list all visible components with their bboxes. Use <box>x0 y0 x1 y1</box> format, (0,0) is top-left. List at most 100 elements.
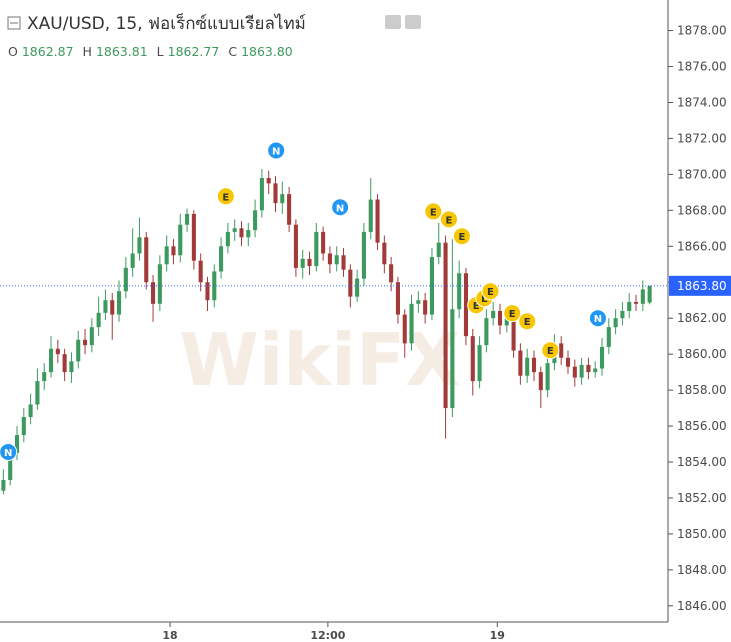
candle-body <box>171 246 176 256</box>
candle-body <box>137 237 142 254</box>
candle-body <box>586 364 591 373</box>
candle-body <box>416 300 421 304</box>
candle-body <box>157 264 162 304</box>
candle-body <box>76 339 81 362</box>
event-label: E <box>487 287 494 298</box>
eye-icon[interactable] <box>385 15 401 29</box>
candle-body <box>123 267 128 292</box>
candle-body <box>409 303 414 344</box>
candle-body <box>253 210 258 231</box>
y-tick-label: 1870.00 <box>677 167 727 181</box>
event-marker[interactable] <box>452 227 471 246</box>
y-tick-label: 1868.00 <box>677 203 727 217</box>
candle-body <box>361 231 366 279</box>
x-tick-label: 12:00 <box>310 629 345 642</box>
candle-body <box>219 246 224 272</box>
candle-body <box>198 260 203 283</box>
candle-body <box>599 346 605 369</box>
event-marker[interactable] <box>541 341 560 360</box>
event-marker[interactable] <box>0 442 18 461</box>
candle-body <box>355 278 360 297</box>
candle-body <box>491 311 496 319</box>
candle-body <box>164 246 169 265</box>
y-tick-label: 1878.00 <box>677 24 727 38</box>
candle-body <box>572 366 577 378</box>
candle-body <box>273 183 278 204</box>
event-label: E <box>524 317 531 328</box>
candle-body <box>239 228 244 238</box>
event-marker[interactable] <box>503 304 522 323</box>
event-label: N <box>594 314 602 325</box>
candle-body <box>110 300 115 315</box>
event-marker[interactable] <box>518 312 537 331</box>
event-label: E <box>446 215 453 226</box>
candle-body <box>382 242 387 265</box>
event-marker[interactable] <box>424 202 443 221</box>
collapse-icon[interactable] <box>7 16 21 30</box>
event-label: N <box>336 203 344 214</box>
candle-body <box>348 269 353 297</box>
candle-body <box>130 253 135 268</box>
candle-body <box>531 357 537 373</box>
candle-body <box>525 357 530 376</box>
candle-body <box>69 361 74 373</box>
ohlc-legend: O 1862.87 H 1863.81 L 1862.77 C 1863.80 <box>8 44 293 59</box>
candle-body <box>287 194 292 225</box>
ohlc-value: 1863.80 <box>241 44 293 59</box>
event-label: N <box>4 448 12 459</box>
candle-body <box>151 282 156 304</box>
event-marker[interactable] <box>481 282 500 301</box>
candle-body <box>647 285 652 303</box>
event-marker[interactable] <box>267 141 286 160</box>
y-tick-label: 1872.00 <box>677 131 727 145</box>
candle-body <box>545 363 550 391</box>
candle-body <box>443 242 448 409</box>
candle-body <box>327 253 332 265</box>
candle-body <box>457 273 462 310</box>
watermark: WikiFX <box>179 318 460 402</box>
ohlc-label: H <box>83 44 92 59</box>
candle-body <box>89 327 94 346</box>
candle-body <box>96 312 101 328</box>
candle-body <box>42 372 47 382</box>
candle-body <box>375 199 380 243</box>
event-marker[interactable] <box>331 198 350 217</box>
candle-body <box>178 224 183 256</box>
candle-body <box>579 364 584 378</box>
event-marker[interactable] <box>216 187 235 206</box>
event-marker[interactable] <box>439 210 458 229</box>
candle-body <box>144 237 149 283</box>
candle-body <box>463 273 469 337</box>
candle-body <box>504 318 509 326</box>
candle-body <box>395 282 400 315</box>
event-label: E <box>458 232 465 243</box>
x-tick-label: 19 <box>490 629 505 642</box>
event-marker[interactable] <box>588 309 607 328</box>
candle-body <box>593 368 598 373</box>
candle-body <box>205 282 210 301</box>
y-tick-label: 1852.00 <box>677 491 727 505</box>
candle-body <box>48 348 54 373</box>
candle-body <box>627 302 632 311</box>
ohlc-value: 1863.81 <box>96 44 148 59</box>
y-tick-label: 1858.00 <box>677 383 727 397</box>
settings-icon[interactable] <box>405 15 421 29</box>
ohlc-value: 1862.77 <box>168 44 220 59</box>
candle-body <box>293 224 298 268</box>
candle-body <box>14 435 20 454</box>
candle-body <box>334 255 339 265</box>
y-tick-label: 1856.00 <box>677 419 727 433</box>
candle-body <box>28 404 33 418</box>
candle-body <box>1 479 6 491</box>
event-label: E <box>473 301 480 312</box>
y-tick-label: 1854.00 <box>677 455 727 469</box>
candle-body <box>300 258 305 268</box>
candle-body <box>402 314 407 344</box>
candle-body <box>565 357 571 367</box>
y-tick-label: 1846.00 <box>677 599 727 613</box>
candle-body <box>232 228 237 232</box>
candle-body <box>518 350 523 376</box>
event-label: E <box>509 309 516 320</box>
candle-body <box>620 311 625 319</box>
